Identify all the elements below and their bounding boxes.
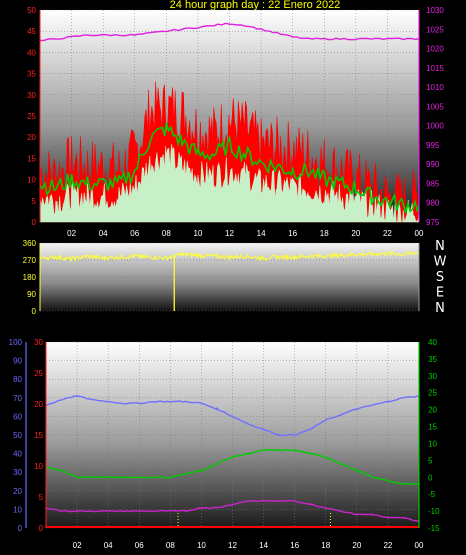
panel3-y-outer-tick: 30 bbox=[13, 468, 22, 477]
panel1-y-right-tick: 1015 bbox=[426, 64, 444, 73]
panel1-y-right-tick: 1025 bbox=[426, 25, 444, 34]
panel1-y-right-tick: 980 bbox=[426, 199, 440, 208]
panel3-y-right-tick: 0 bbox=[428, 473, 433, 482]
panel1-series-pressure bbox=[39, 22, 420, 42]
panel3-y-outer-tick: 70 bbox=[13, 394, 22, 403]
panel1-x-tick: 20 bbox=[351, 229, 360, 238]
panel3-series-temperature bbox=[45, 448, 420, 485]
panel2-compass-label: S bbox=[436, 270, 444, 285]
panel3-y-outer-tick: 10 bbox=[13, 505, 22, 514]
panel3-x-tick: 04 bbox=[104, 541, 113, 550]
panel3-x-tick: 16 bbox=[290, 541, 299, 550]
panel3-y-right-tick: 35 bbox=[428, 355, 437, 364]
panel1-y-left-tick: 0 bbox=[32, 218, 37, 227]
panel3-y-outer-tick: 90 bbox=[13, 357, 22, 366]
panel1-y-right-tick: 975 bbox=[426, 218, 440, 227]
panel3-y-inner-tick: 0 bbox=[39, 524, 44, 533]
panel3-y-outer-tick: 40 bbox=[13, 450, 22, 459]
panel3-y-right-tick: 25 bbox=[428, 389, 437, 398]
panel2-series-direction bbox=[39, 250, 419, 263]
panel3-y-right-tick: -10 bbox=[428, 507, 440, 516]
panel3-y-inner-tick: 25 bbox=[34, 369, 43, 378]
panel2-compass-label: E bbox=[436, 286, 444, 301]
panel1-x-tick: 12 bbox=[225, 229, 234, 238]
panel1-y-left-tick: 30 bbox=[27, 91, 36, 100]
panel1-y-left-tick: 15 bbox=[27, 154, 36, 163]
panel1-y-left-tick: 40 bbox=[27, 48, 36, 57]
panel1-x-tick: 10 bbox=[193, 229, 202, 238]
panel2-y-tick: 0 bbox=[32, 307, 37, 316]
panel3-x-tick: 20 bbox=[352, 541, 361, 550]
panel3-x-tick: 02 bbox=[73, 541, 82, 550]
panel1-x-tick: 04 bbox=[99, 229, 108, 238]
panel1-y-right-tick: 1030 bbox=[426, 6, 444, 15]
panel3-y-outer-tick: 80 bbox=[13, 375, 22, 384]
panel2-y-tick: 270 bbox=[23, 256, 37, 265]
panel1-y-right-tick: 1010 bbox=[426, 83, 444, 92]
panel1-x-tick: 02 bbox=[67, 229, 76, 238]
panel1-y-left-tick: 50 bbox=[27, 6, 36, 15]
panel1-y-left-tick: 5 bbox=[32, 197, 37, 206]
panel1-y-left-tick: 25 bbox=[27, 112, 36, 121]
panel2-compass-label: W bbox=[434, 255, 447, 270]
panel1-x-tick: 18 bbox=[320, 229, 329, 238]
panel3-series-dewpoint bbox=[45, 499, 420, 522]
panel1-y-right-tick: 990 bbox=[426, 160, 440, 169]
panel3-x-tick: 12 bbox=[228, 541, 237, 550]
panel3-y-right-tick: -5 bbox=[428, 490, 436, 499]
panel1-y-right-tick: 985 bbox=[426, 179, 440, 188]
panel3-y-right-tick: 15 bbox=[428, 423, 437, 432]
panel3-x-tick: 10 bbox=[197, 541, 206, 550]
panel3-y-right-tick: -15 bbox=[428, 524, 440, 533]
panel1-x-tick: 14 bbox=[257, 229, 266, 238]
panel1-series-avg bbox=[39, 122, 420, 214]
panel3-x-tick: 00 bbox=[415, 541, 424, 550]
panel2-compass-label: N bbox=[435, 239, 445, 254]
panel3-y-outer-tick: 50 bbox=[13, 431, 22, 440]
panel3-x-tick: 14 bbox=[259, 541, 268, 550]
page-title: 24 hour graph day : 22 Enero 2022 bbox=[170, 0, 341, 11]
panel3-y-inner-tick: 30 bbox=[34, 338, 43, 347]
panel1-y-left-tick: 45 bbox=[27, 27, 36, 36]
panel3-y-inner-tick: 5 bbox=[39, 493, 44, 502]
panel3-y-right-tick: 30 bbox=[428, 372, 437, 381]
panel1-y-left-tick: 20 bbox=[27, 133, 36, 142]
panel1-x-tick: 22 bbox=[383, 229, 392, 238]
panel1-y-right-tick: 1005 bbox=[426, 102, 444, 111]
panel1-x-tick: 08 bbox=[162, 229, 171, 238]
panel3-x-tick: 06 bbox=[135, 541, 144, 550]
panel1-y-right-tick: 1000 bbox=[426, 122, 444, 131]
panel3-y-inner-tick: 20 bbox=[34, 400, 43, 409]
panel3-x-tick: 08 bbox=[166, 541, 175, 550]
panel2-y-tick: 360 bbox=[23, 239, 37, 248]
panel3-y-outer-tick: 100 bbox=[9, 338, 23, 347]
panel1-y-left-tick: 35 bbox=[27, 70, 36, 79]
panel3-y-inner-tick: 15 bbox=[34, 431, 43, 440]
panel2-y-tick: 90 bbox=[27, 290, 36, 299]
panel1-y-left-tick: 10 bbox=[27, 176, 36, 185]
panel2-y-tick: 180 bbox=[23, 273, 37, 282]
panel2-compass-label: N bbox=[435, 301, 445, 316]
panel1-y-right-tick: 995 bbox=[426, 141, 440, 150]
panel3-y-right-tick: 40 bbox=[428, 338, 437, 347]
panel3-y-right-tick: 5 bbox=[428, 456, 433, 465]
panel1-x-tick: 00 bbox=[415, 229, 424, 238]
panel3-y-outer-tick: 60 bbox=[13, 412, 22, 421]
panel3-y-right-tick: 20 bbox=[428, 406, 437, 415]
panel3-y-inner-tick: 10 bbox=[34, 462, 43, 471]
panel3-y-outer-tick: 20 bbox=[13, 487, 22, 496]
panel1-x-tick: 16 bbox=[288, 229, 297, 238]
panel3-x-tick: 18 bbox=[321, 541, 330, 550]
panel3-y-right-tick: 10 bbox=[428, 439, 437, 448]
panel3-y-outer-tick: 0 bbox=[18, 524, 23, 533]
panel1-y-right-tick: 1020 bbox=[426, 45, 444, 54]
panel1-x-tick: 06 bbox=[130, 229, 139, 238]
panel3-series-humidity bbox=[45, 394, 420, 437]
panel3-x-tick: 22 bbox=[383, 541, 392, 550]
